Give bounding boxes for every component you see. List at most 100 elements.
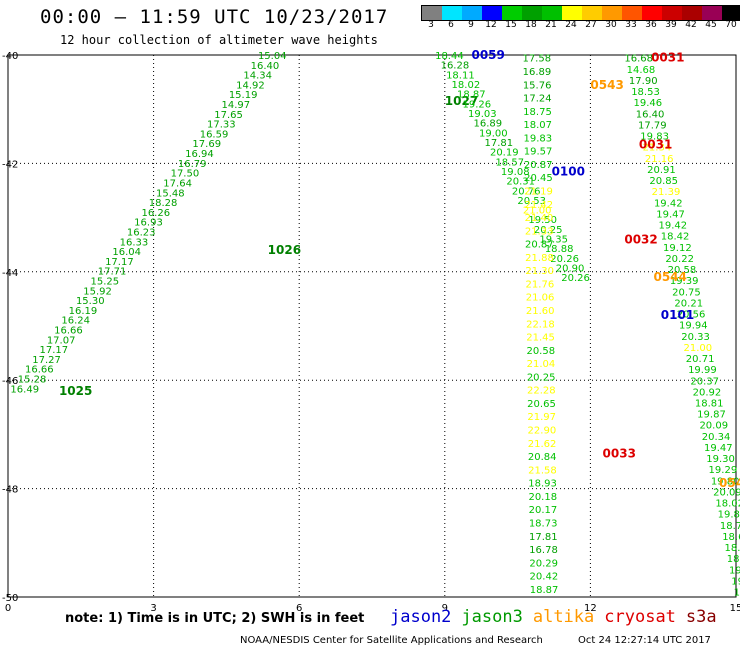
pass-time-label: 0031 (651, 51, 684, 65)
wave-height-label: 14.68 (627, 65, 656, 76)
color-scale-swatch (582, 6, 602, 20)
wave-height-label: 19.42 (654, 198, 683, 209)
x-tick-label: 3 (150, 603, 156, 614)
wave-height-label: 15.19 (229, 90, 258, 101)
wave-height-label: 21.42 (524, 200, 553, 211)
wave-height-label: 19.28 (734, 588, 740, 599)
wave-height-label: 17.07 (47, 335, 76, 346)
footer-timestamp: Oct 24 12:27:14 UTC 2017 (578, 635, 711, 646)
wave-height-label: 20.92 (693, 387, 722, 398)
pass-time-label: 0101 (661, 308, 694, 322)
wave-height-label: 16.04 (112, 247, 141, 258)
wave-height-label: 19.39 (670, 276, 699, 287)
plot-frame (7, 54, 737, 598)
wave-height-label: 16.59 (200, 129, 229, 140)
wave-height-label: 21.62 (528, 439, 557, 450)
wave-height-label: 18.69 (722, 532, 740, 543)
y-tick-label: -50 (2, 593, 18, 604)
wave-height-label: 16.68 (624, 54, 653, 65)
pass-time-label: 0543 (719, 476, 740, 490)
wave-height-label: 20.31 (506, 177, 535, 188)
wave-height-label: 14.97 (222, 100, 251, 111)
wave-height-label: 20.90 (556, 264, 585, 275)
wave-height-label: 17.50 (171, 169, 200, 180)
color-scale-swatch (642, 6, 662, 20)
color-scale-tick: 24 (565, 20, 577, 30)
wave-height-label: 20.25 (527, 372, 556, 383)
wave-height-label: 20.09 (699, 421, 728, 432)
x-tick-label: 0 (5, 603, 11, 614)
color-scale-tick: 6 (448, 20, 454, 30)
wave-height-label: 20.87 (524, 160, 553, 171)
note-text: note: 1) Time is in UTC; 2) SWH is in fe… (65, 611, 365, 626)
wave-height-label: 20.65 (527, 399, 556, 410)
color-scale-swatch (722, 6, 740, 20)
wave-height-label: 19.50 (528, 215, 557, 226)
wave-height-label: 19.37 (731, 576, 740, 587)
pass-time-label: 1026 (268, 243, 301, 257)
wave-height-label: 18.11 (446, 70, 475, 81)
wave-height-label: 20.42 (530, 572, 559, 583)
wave-height-label: 20.37 (690, 376, 719, 387)
wave-height-label: 18.57 (495, 157, 524, 168)
color-scale-tick: 45 (705, 20, 717, 30)
color-scale-swatch (442, 6, 462, 20)
wave-height-label: 14.34 (243, 71, 272, 82)
wave-height-label: 20.26 (550, 254, 579, 265)
wave-height-label: 21.34 (643, 143, 672, 154)
wave-height-label: 16.66 (25, 365, 54, 376)
wave-height-label: 18.87 (530, 585, 559, 596)
y-tick-label: -44 (2, 268, 18, 279)
color-scale-tick: 70 (725, 20, 737, 30)
wave-height-label: 17.64 (163, 178, 192, 189)
wave-height-label: 20.84 (528, 452, 557, 463)
wave-height-label: 18.02 (715, 499, 740, 510)
pass-time-label: 0544 (653, 270, 686, 284)
wave-height-label: 20.22 (665, 254, 694, 265)
color-scale-swatch (462, 6, 482, 20)
wave-height-label: 20.25 (534, 225, 563, 236)
wave-height-label: 17.33 (207, 120, 236, 131)
wave-height-label: 19.94 (679, 321, 708, 332)
wave-height-label: 20.26 (561, 273, 590, 284)
color-scale-swatch (702, 6, 722, 20)
satellite-legend-item: cryosat (604, 607, 676, 627)
wave-height-label: 18.07 (523, 120, 552, 131)
y-tick-label: -42 (2, 159, 18, 170)
wave-height-label: 19.82 (718, 510, 740, 521)
wave-height-label: 19.26 (463, 99, 492, 110)
wave-height-label: 18.93 (528, 479, 557, 490)
satellite-legend-item: jason3 (461, 607, 523, 627)
color-scale-swatch (622, 6, 642, 20)
color-scale-tick: 33 (625, 20, 637, 30)
wave-height-label: 16.26 (141, 208, 170, 219)
color-scale-swatch (682, 6, 702, 20)
wave-height-label: 19.57 (524, 147, 553, 158)
wave-height-label: 20.09 (713, 487, 740, 498)
wave-height-label: 16.40 (636, 109, 665, 120)
wave-height-label: 18.78 (720, 521, 740, 532)
wave-height-label: 16.40 (251, 61, 280, 72)
color-scale-tick: 39 (665, 20, 677, 30)
wave-height-label: 16.28 (441, 61, 470, 72)
wave-height-label: 15.25 (91, 276, 120, 287)
wave-height-label: 15.92 (83, 286, 112, 297)
color-scale-tick: 30 (605, 20, 617, 30)
color-scale-swatch (602, 6, 622, 20)
wave-height-label: 20.53 (517, 196, 546, 207)
wave-height-label: 19.29 (709, 465, 738, 476)
pass-time-label: 0031 (639, 137, 672, 151)
color-scale (421, 5, 740, 21)
color-scale-swatch (662, 6, 682, 20)
wave-height-label: 19.46 (633, 98, 662, 109)
wave-height-label: 21.33 (525, 226, 554, 237)
wave-height-label: 22.90 (528, 426, 557, 437)
page-subtitle: 12 hour collection of altimeter wave hei… (60, 33, 378, 47)
satellite-legend-item: altika (532, 607, 595, 627)
wave-height-label: 20.33 (681, 332, 710, 343)
wave-height-label: 20.17 (529, 505, 558, 516)
wave-height-label: 19.03 (468, 109, 497, 120)
wave-height-label: 21.19 (524, 187, 553, 198)
wave-height-label: 19.12 (663, 243, 692, 254)
